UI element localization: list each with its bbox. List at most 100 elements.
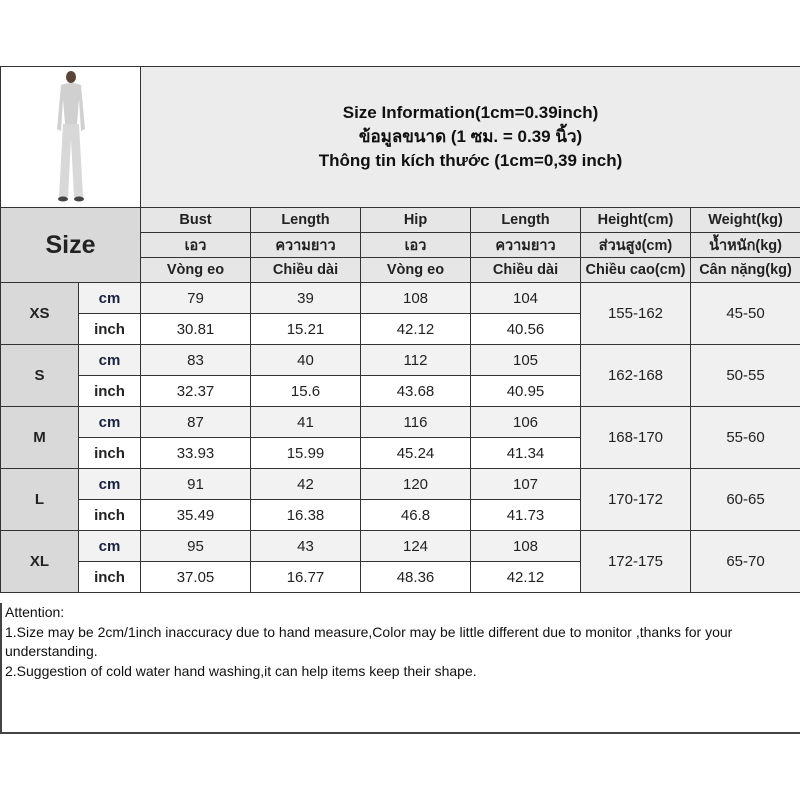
unit-label: inch xyxy=(78,375,141,407)
measurement-cell: 124 xyxy=(360,530,471,562)
measurement-cell: 95 xyxy=(140,530,251,562)
measurement-cell: 37.05 xyxy=(140,561,251,593)
measurement-cell: 40 xyxy=(250,344,361,376)
size-table: Size Information(1cm=0.39inch) ข้อมูลขนา… xyxy=(0,66,800,593)
measurement-cell: 48.36 xyxy=(360,561,471,593)
header-row: Vòng eo Chiều dài Vòng eo Chiều dài Chiều ca… xyxy=(1,257,800,283)
measurement-cell: 45.24 xyxy=(360,437,471,469)
column-header: Vòng eo xyxy=(360,257,471,283)
weight-range: 65-70 xyxy=(689,530,800,593)
unit-label: inch xyxy=(78,561,141,593)
size-label: S xyxy=(0,344,79,407)
height-range: 170-172 xyxy=(580,468,691,531)
table-row: inch 30.81 15.21 42.12 40.56 xyxy=(1,313,800,345)
attention-note-2: 2.Suggestion of cold water hand washing,… xyxy=(5,662,477,679)
measurement-cell: 79 xyxy=(140,282,251,314)
model-figure-icon xyxy=(20,69,121,205)
column-header: เอว xyxy=(140,232,251,258)
measurement-cell: 108 xyxy=(360,282,471,314)
measurement-cell: 40.95 xyxy=(470,375,581,407)
table-row: inch 35.49 16.38 46.8 41.73 xyxy=(1,499,800,531)
title-cell: Size Information(1cm=0.39inch) ข้อมูลขนา… xyxy=(139,66,800,208)
column-header: Chiều dài xyxy=(470,257,581,283)
measurement-cell: 107 xyxy=(470,468,581,500)
product-image xyxy=(0,66,141,208)
unit-label: cm xyxy=(78,530,141,562)
unit-label: cm xyxy=(78,282,141,314)
measurement-cell: 15.99 xyxy=(250,437,361,469)
unit-label: cm xyxy=(78,344,141,376)
size-label: XS xyxy=(0,282,79,345)
height-range: 168-170 xyxy=(580,406,691,469)
measurement-cell: 43 xyxy=(250,530,361,562)
table-row: XS cm 79 39 108 104 155-162 45-50 xyxy=(0,282,800,345)
measurement-cell: 83 xyxy=(140,344,251,376)
title-th: ข้อมูลขนาด (1 ซม. = 0.39 นิ้ว) xyxy=(358,127,583,146)
weight-range: 50-55 xyxy=(689,344,800,407)
measurement-cell: 39 xyxy=(250,282,361,314)
title-en: Size Information(1cm=0.39inch) xyxy=(342,103,599,122)
column-header: Length xyxy=(470,207,581,233)
column-header: น้ำหนัก(kg) xyxy=(689,232,800,258)
column-header: เอว xyxy=(360,232,471,258)
measurement-cell: 41 xyxy=(250,406,361,438)
unit-label: cm xyxy=(78,406,141,438)
title-vi: Thông tin kích thước (1cm=0,39 inch) xyxy=(318,151,623,170)
measurement-cell: 15.6 xyxy=(250,375,361,407)
height-range: 162-168 xyxy=(580,344,691,407)
unit-label: inch xyxy=(78,437,141,469)
size-label: M xyxy=(0,406,79,469)
attention-heading: Attention: xyxy=(5,604,65,620)
measurement-cell: 43.68 xyxy=(360,375,471,407)
column-header: ความยาว xyxy=(250,232,361,258)
measurement-cell: 15.21 xyxy=(250,313,361,345)
measurement-cell: 40.56 xyxy=(470,313,581,345)
measurement-cell: 30.81 xyxy=(140,313,251,345)
column-header: Weight(kg) xyxy=(689,207,800,233)
column-header: ส่วนสูง(cm) xyxy=(580,232,691,258)
column-header: Bust xyxy=(140,207,251,233)
size-chart: Size Information(1cm=0.39inch) ข้อมูลขนา… xyxy=(0,66,800,593)
measurement-cell: 104 xyxy=(470,282,581,314)
attention-notes: Attention: 1.Size may be 2cm/1inch inacc… xyxy=(0,603,800,734)
table-row: XL cm 95 43 124 108 172-175 65-70 xyxy=(0,530,800,593)
table-row: inch 33.93 15.99 45.24 41.34 xyxy=(1,437,800,469)
column-header: Vòng eo xyxy=(140,257,251,283)
measurement-cell: 42.12 xyxy=(470,561,581,593)
height-range: 155-162 xyxy=(580,282,691,345)
unit-label: cm xyxy=(78,468,141,500)
measurement-cell: 16.38 xyxy=(250,499,361,531)
unit-label: inch xyxy=(78,499,141,531)
measurement-cell: 42.12 xyxy=(360,313,471,345)
column-header: Chiều cao(cm) xyxy=(580,257,691,283)
measurement-cell: 42 xyxy=(250,468,361,500)
measurement-cell: 108 xyxy=(470,530,581,562)
measurement-cell: 32.37 xyxy=(140,375,251,407)
measurement-cell: 35.49 xyxy=(140,499,251,531)
measurement-cell: 116 xyxy=(360,406,471,438)
measurement-cell: 41.73 xyxy=(470,499,581,531)
measurement-cell: 91 xyxy=(140,468,251,500)
measurement-cell: 87 xyxy=(140,406,251,438)
height-range: 172-175 xyxy=(580,530,691,593)
header-row: Size Bust Length Hip Length Height(cm) Weight(… xyxy=(0,207,800,283)
measurement-cell: 33.93 xyxy=(140,437,251,469)
weight-range: 45-50 xyxy=(689,282,800,345)
column-header: ความยาว xyxy=(470,232,581,258)
measurement-cell: 16.77 xyxy=(250,561,361,593)
column-header: Chiều dài xyxy=(250,257,361,283)
measurement-cell: 105 xyxy=(470,344,581,376)
column-header: Hip xyxy=(360,207,471,233)
size-label: XL xyxy=(0,530,79,593)
weight-range: 60-65 xyxy=(689,468,800,531)
column-header: Length xyxy=(250,207,361,233)
size-header: Size xyxy=(0,207,141,283)
measurement-cell: 46.8 xyxy=(360,499,471,531)
measurement-cell: 120 xyxy=(360,468,471,500)
weight-range: 55-60 xyxy=(689,406,800,469)
table-row: inch 37.05 16.77 48.36 42.12 xyxy=(1,561,800,593)
measurement-cell: 112 xyxy=(360,344,471,376)
